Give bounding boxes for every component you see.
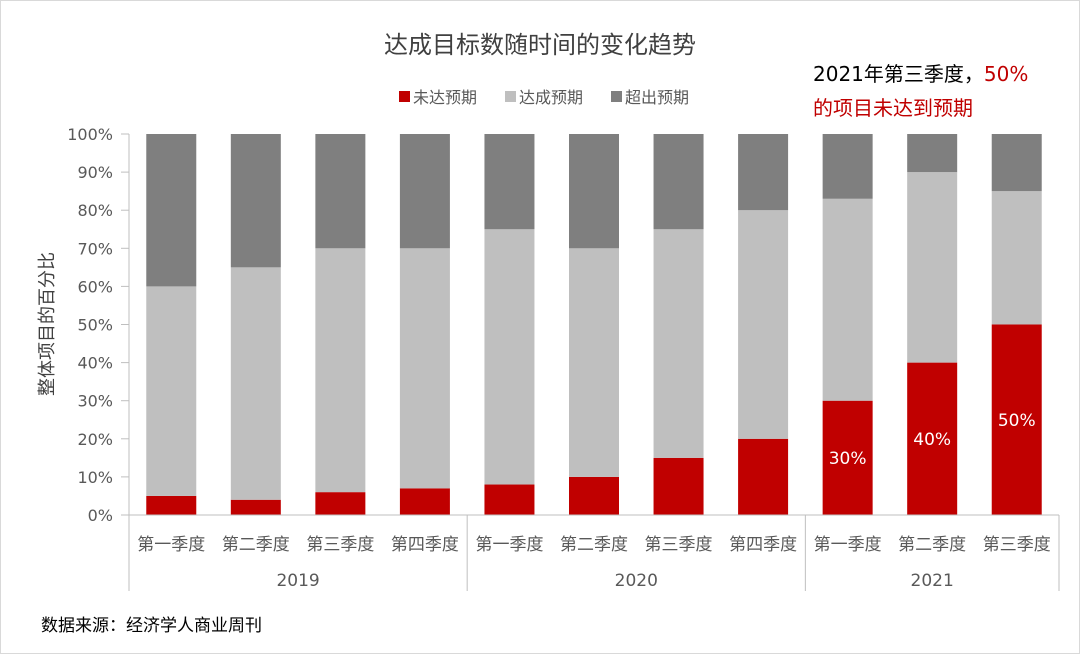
x-tick-label: 第一季度	[814, 535, 882, 555]
bar-segment-series-2	[653, 229, 704, 458]
bar-segment-series-2	[399, 248, 450, 489]
x-tick-label: 第四季度	[391, 535, 459, 555]
x-tick-label: 第三季度	[306, 535, 374, 555]
bar-segment-series-2	[822, 198, 873, 401]
x-tick-label: 第三季度	[983, 535, 1051, 555]
y-tick-label: 40%	[77, 354, 113, 373]
bar-segment-series-2	[991, 191, 1042, 325]
bar-segment-series-3	[230, 134, 281, 268]
bar-segment-series-1	[738, 438, 789, 515]
x-tick-label: 第一季度	[475, 535, 543, 555]
y-tick-label: 70%	[77, 239, 113, 258]
bar-data-label: 50%	[998, 411, 1036, 431]
x-tick-label: 第二季度	[898, 535, 966, 555]
bar-segment-series-2	[230, 267, 281, 500]
chart-title: 达成目标数随时间的变化趋势	[384, 31, 696, 59]
y-tick-label: 20%	[77, 430, 113, 449]
bar-segment-series-1	[315, 492, 366, 515]
x-tick-label: 第四季度	[729, 535, 797, 555]
bar-segment-series-2	[738, 210, 789, 439]
bar-data-label: 30%	[829, 449, 867, 469]
y-tick-label: 60%	[77, 277, 113, 296]
bar-segment-series-3	[146, 134, 197, 287]
y-tick-label: 10%	[77, 468, 113, 487]
legend-label: 达成预期	[519, 88, 583, 107]
bar-segment-series-1	[230, 499, 281, 515]
x-group-label: 2021	[911, 571, 954, 591]
legend-swatch	[505, 91, 516, 102]
x-tick-label: 第二季度	[222, 535, 290, 555]
bar-segment-series-2	[315, 248, 366, 493]
bar-segment-series-3	[738, 134, 789, 211]
legend-label: 未达预期	[413, 88, 477, 107]
bar-segment-series-2	[146, 286, 197, 496]
y-axis-label: 整体项目的百分比	[37, 252, 58, 396]
bar-segment-series-1	[484, 484, 535, 515]
y-tick-label: 30%	[77, 392, 113, 411]
bar-segment-series-1	[991, 324, 1042, 515]
y-tick-label: 100%	[67, 125, 113, 144]
annotation: 2021年第三季度，50% 的项目未达到预期	[813, 62, 1028, 120]
bar-segment-series-2	[569, 248, 619, 477]
bar-segment-series-3	[569, 134, 619, 249]
bar-segment-series-2	[907, 172, 958, 363]
bar-segment-series-3	[484, 134, 535, 230]
annotation-prefix: 2021年第三季度，	[813, 62, 984, 86]
bar-segment-series-3	[991, 134, 1042, 192]
legend-swatch	[611, 91, 622, 102]
annotation-line1: 2021年第三季度，50%	[813, 62, 1028, 86]
y-axis: 0% 10% 20% 30% 40% 50% 60% 70% 80% 90% 100%	[67, 125, 130, 525]
bar-segment-series-1	[569, 476, 619, 515]
bar-segment-series-3	[399, 134, 450, 249]
bar-segment-series-3	[907, 134, 958, 173]
annotation-line2: 的项目未达到预期	[813, 96, 973, 120]
x-tick-label: 第三季度	[645, 535, 713, 555]
bar-segment-series-1	[822, 400, 873, 515]
bar-segment-series-3	[653, 134, 704, 230]
x-group-label: 2020	[615, 571, 658, 591]
x-group-label: 2019	[276, 571, 319, 591]
legend-swatch	[399, 91, 410, 102]
y-tick-label: 80%	[77, 201, 113, 220]
bar-segment-series-3	[822, 134, 873, 199]
legend: 未达预期 达成预期 超出预期	[399, 88, 689, 107]
bar-segment-series-1	[907, 362, 958, 515]
source-note: 数据来源：经济学人商业周刊	[41, 616, 262, 636]
bar-segment-series-1	[399, 488, 450, 515]
bar-data-label: 40%	[913, 430, 951, 450]
bar-segment-series-1	[146, 495, 197, 515]
x-axis: 第一季度 第二季度 第三季度 第四季度 第一季度 第二季度 第三季度 第四季度 第一季度 第二季度…	[128, 514, 1060, 591]
y-tick-label: 50%	[77, 316, 113, 335]
bar-segment-series-2	[484, 229, 535, 485]
x-tick-label: 第二季度	[560, 535, 628, 555]
annotation-highlight: 50%	[984, 62, 1028, 86]
y-tick-label: 90%	[77, 163, 113, 182]
legend-label: 超出预期	[625, 88, 689, 107]
bar-segment-series-3	[315, 134, 366, 249]
bars: 30% 40% 50%	[146, 134, 1042, 515]
bar-segment-series-1	[653, 457, 704, 515]
x-tick-label: 第一季度	[137, 535, 205, 555]
y-tick-label: 0%	[88, 506, 113, 525]
